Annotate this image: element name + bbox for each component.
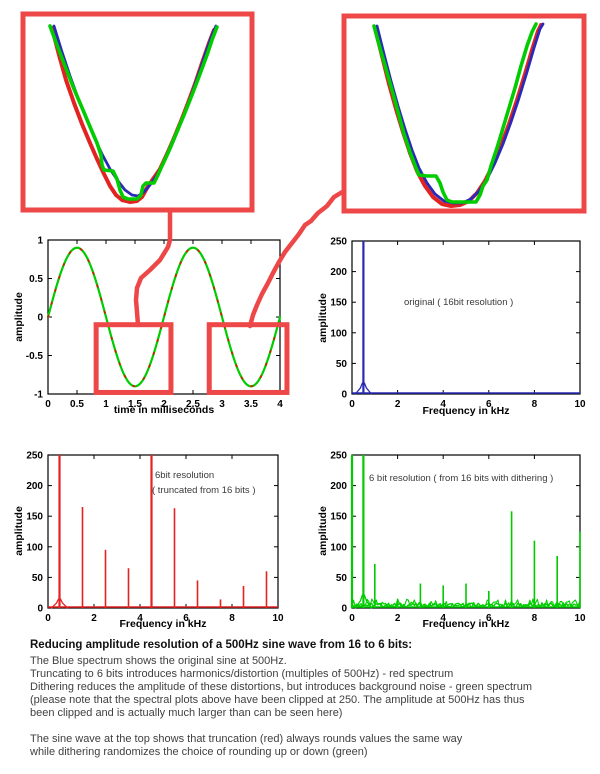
y-tick-label: 250 [26, 451, 43, 462]
x-tick-label: 10 [272, 613, 284, 624]
inset-green-curve [372, 22, 538, 204]
dithered-spectrum-xlabel: Frequency in kHz [423, 618, 510, 630]
y-tick-label: 0 [37, 313, 43, 324]
caption-line: Dithering reduces the amplitude of these… [30, 681, 533, 693]
inset-zoom-right [341, 13, 587, 214]
y-tick-label: 150 [26, 512, 43, 523]
x-tick-label: 0 [45, 613, 51, 624]
sine-curve [46, 246, 282, 388]
dithered-spectrum-ylabel: amplitude [317, 506, 329, 556]
highlight-box-1 [93, 322, 174, 395]
caption-line: Truncating to 6 bits introduces harmonic… [30, 668, 454, 680]
x-tick-label: 1 [103, 399, 109, 410]
axes-box [351, 240, 581, 395]
x-tick-label: 8 [229, 613, 235, 624]
truncated-spectrum-xlabel: Frequency in kHz [120, 618, 207, 630]
y-tick-label: 100 [330, 542, 347, 553]
original-spectrum-ylabel: amplitude [317, 293, 329, 343]
x-tick-label: 2 [161, 399, 167, 410]
x-tick-label: 3 [219, 399, 225, 410]
caption-line [30, 720, 595, 733]
truncated-spectrum-annotation-line1: 6bit resolution [155, 470, 214, 481]
time-plot-xlabel: time in milliseconds [114, 404, 215, 416]
y-tick-label: 0 [37, 604, 43, 615]
y-tick-label: 1 [37, 236, 43, 247]
zoom-connector-lines [133, 188, 347, 329]
x-tick-label: 8 [532, 399, 538, 410]
y-tick-label: 200 [330, 481, 347, 492]
y-tick-label: 0.5 [29, 274, 43, 285]
inset-red-curve [50, 26, 216, 204]
x-tick-label: 0 [45, 399, 51, 410]
connector-line-left [133, 207, 173, 328]
y-tick-label: 250 [330, 237, 347, 248]
x-tick-label: 4 [277, 399, 283, 410]
truncated-spectrum-ylabel: amplitude [13, 506, 25, 556]
caption-line: while dithering randomizes the choice of… [30, 746, 368, 758]
y-tick-label: 50 [32, 573, 44, 584]
time-plot: 0 0.5 1 1.5 2 2.5 3 3.5 4 1 0.5 0 -0.5 -1 time in mil… [13, 236, 290, 416]
x-tick-label: 2 [91, 613, 97, 624]
y-tick-label: 0 [341, 604, 347, 615]
caption-line: (please note that the spectral plots abo… [30, 694, 525, 706]
x-tick-label: 3.5 [244, 399, 258, 410]
y-tick-label: 200 [330, 267, 347, 278]
truncated-spectrum-annotation-line2: ( truncated from 16 bits ) [152, 485, 255, 496]
inset-frame [20, 11, 255, 213]
y-tick-label: 250 [330, 451, 347, 462]
x-tick-label: 4 [440, 613, 446, 624]
x-tick-label: 1.5 [128, 399, 142, 410]
x-tick-label: 6 [183, 613, 189, 624]
x-tick-label: 2 [395, 399, 401, 410]
connector-line-right [247, 188, 347, 329]
time-plot-ylabel: amplitude [13, 292, 25, 342]
caption-line: been clipped and is actually much larger… [30, 707, 343, 719]
x-tick-label: 6 [486, 613, 492, 624]
x-tick-label: 10 [574, 613, 586, 624]
y-tick-label: 150 [330, 512, 347, 523]
caption-line: The sine wave at the top shows that trun… [30, 733, 463, 745]
y-tick-label: 50 [336, 573, 348, 584]
y-tick-label: 0 [341, 390, 347, 401]
axes-box [47, 454, 279, 609]
y-tick-label: 200 [26, 481, 43, 492]
sine-curve-red-flecks [47, 246, 281, 388]
x-tick-label: 2 [395, 613, 401, 624]
y-tick-label: 100 [330, 328, 347, 339]
y-tick-label: 100 [26, 542, 43, 553]
x-tick-label: 4 [137, 613, 143, 624]
inset-green-curve [48, 24, 219, 201]
y-tick-label: -0.5 [26, 351, 44, 362]
original-spectrum-annotation: original ( 16bit resolution ) [404, 297, 513, 308]
x-tick-label: 6 [486, 399, 492, 410]
original-spectrum-xlabel: Frequency in kHz [423, 405, 510, 417]
y-tick-label: -1 [34, 390, 43, 401]
caption-line: The Blue spectrum shows the original sin… [30, 655, 287, 667]
inset-zoom-left [20, 11, 255, 213]
x-tick-label: 2.5 [186, 399, 200, 410]
dithered-spectrum-annotation: 6 bit resolution ( from 16 bits with dit… [369, 473, 553, 484]
x-tick-label: 0.5 [70, 399, 84, 410]
inset-frame [341, 13, 587, 214]
inset-blue-curve [375, 22, 545, 205]
caption: Reducing amplitude resolution of a 500Hz… [30, 639, 595, 759]
caption-title: Reducing amplitude resolution of a 500Hz… [30, 639, 413, 651]
time-plot-canvas: 0 0.5 1 1.5 2 2.5 3 3.5 4 1 0.5 0 -0.5 -1 [26, 236, 290, 410]
x-tick-label: 10 [574, 399, 586, 410]
x-tick-label: 8 [532, 613, 538, 624]
x-tick-label: 0 [349, 399, 355, 410]
y-tick-label: 150 [330, 298, 347, 309]
x-tick-label: 4 [440, 399, 446, 410]
x-tick-label: 0 [349, 613, 355, 624]
y-tick-label: 50 [336, 359, 348, 370]
